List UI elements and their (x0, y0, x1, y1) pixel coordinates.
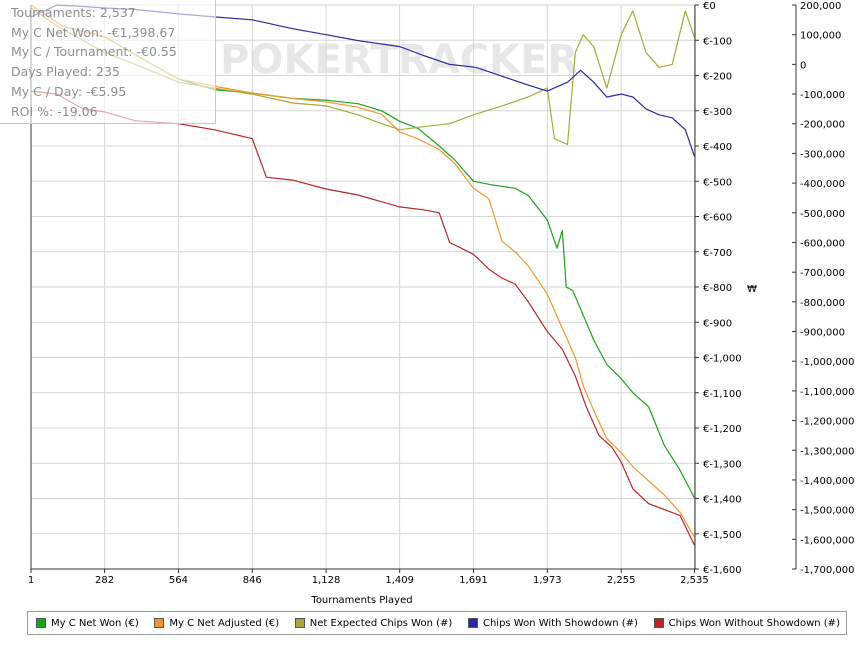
x-tick-label: 1,128 (312, 575, 341, 586)
stat-net-won: My C Net Won: -€1,398.67 (11, 24, 176, 40)
stats-panel: Tournaments: 2,537 My C Net Won: -€1,398… (0, 0, 216, 124)
y-right-tick-label: -1,600,000 (800, 535, 855, 546)
series-layer (30, 4, 696, 546)
stat-roi: ROI %: -19.06 (11, 103, 98, 119)
series-line-1 (30, 4, 696, 538)
y-left-tick-label: €-600 (703, 213, 732, 224)
x-tick-label: 1,691 (459, 575, 488, 586)
chart-axes (30, 4, 797, 573)
y-right-tick-label: -900,000 (800, 328, 845, 339)
watermark: POKERTRACKER (220, 37, 578, 83)
y-right-tick-label: -1,100,000 (800, 387, 855, 398)
y-left-tick-label: €-700 (703, 248, 732, 259)
legend-item-net-adjusted[interactable]: My C Net Adjusted (€) (154, 618, 279, 629)
legend-item-expected-chips[interactable]: Net Expected Chips Won (#) (294, 617, 453, 629)
y-left-tick-label: €-1,400 (703, 495, 742, 506)
y-left-tick-label: €-100 (703, 36, 732, 47)
y-right-tick-label: 200,000 (800, 1, 841, 12)
x-axis-label: Tournaments Played (310, 595, 412, 606)
x-tick-label: 1,409 (385, 575, 414, 586)
y-right-tick-label: -1,500,000 (800, 506, 855, 517)
legend-swatch (154, 618, 165, 628)
legend-item-net-won[interactable]: My C Net Won (€) (36, 618, 139, 629)
legend-label: Chips Won With Showdown (#) (482, 617, 638, 629)
x-tick-label: 2,535 (680, 575, 709, 586)
legend-label: My C Net Won (€) (51, 617, 139, 629)
y-right-tick-label: -200,000 (800, 120, 845, 131)
y-left-tick-label: €-900 (703, 318, 732, 329)
series-line-4 (30, 90, 696, 546)
legend-label: Chips Won Without Showdown (#) (668, 617, 840, 629)
y-right-tick-label: -800,000 (800, 298, 845, 309)
y-left-tick-label: €-500 (703, 177, 732, 188)
stat-per-tournament: My C / Tournament: -€0.55 (11, 44, 177, 60)
y-left-tick-label: €-1,600 (703, 565, 742, 576)
y-left-tick-label: €-1,500 (703, 530, 742, 541)
y-left-tick-label: €-800 (703, 283, 732, 294)
y-left-tick-label: €-1,100 (703, 389, 742, 400)
stat-days-played: Days Played: 235 (11, 64, 120, 80)
y-right-tick-label: -1,200,000 (800, 417, 855, 428)
y-left-tick-label: €-1,000 (703, 354, 742, 365)
y-right-tick-label: -600,000 (800, 238, 845, 249)
y-left-tick-label: €-300 (703, 107, 732, 118)
y-right-tick-label: -1,400,000 (800, 476, 855, 487)
legend-item-with-showdown[interactable]: Chips Won With Showdown (#) (467, 617, 638, 629)
stat-tournaments: Tournaments: 2,537 (11, 5, 136, 20)
x-tick-label: 846 (243, 575, 262, 586)
y-right-tick-label: -400,000 (800, 179, 845, 190)
chart-legend: My C Net Won (€) My C Net Adjusted (€) N… (27, 611, 847, 635)
y-left-tick-label: €-200 (703, 72, 732, 83)
y-left-tick-label: €-400 (703, 142, 732, 153)
x-tick-label: 282 (95, 575, 114, 586)
y-left-tick-label: €-1,300 (703, 459, 742, 470)
legend-swatch (36, 618, 46, 628)
y-axis-symbol: ₩ (747, 284, 757, 295)
y-right-tick-label: -300,000 (800, 149, 845, 160)
y-right-tick-label: 100,000 (800, 31, 841, 42)
legend-swatch (653, 618, 664, 628)
stat-per-day: My C / Day: -€5.95 (11, 83, 127, 99)
x-tick-label: 564 (169, 575, 188, 586)
x-tick-label: 1 (28, 575, 34, 586)
legend-swatch (294, 618, 305, 628)
y-right-tick-label: 0 (800, 60, 806, 71)
series-line-0 (30, 4, 696, 499)
legend-item-without-showdown[interactable]: Chips Won Without Showdown (#) (653, 617, 840, 629)
y-left-tick-label: €-1,200 (703, 424, 742, 435)
legend-label: My C Net Adjusted (€) (169, 617, 280, 629)
y-right-tick-label: -1,700,000 (800, 565, 855, 576)
y-right-tick-label: -1,300,000 (800, 446, 855, 457)
y-right-tick-label: -700,000 (800, 268, 845, 279)
y-left-tick-label: €0 (703, 1, 716, 12)
y-right-tick-label: -500,000 (800, 209, 845, 220)
y-right-tick-label: -100,000 (800, 90, 845, 101)
x-tick-label: 1,973 (533, 575, 562, 586)
x-tick-label: 2,255 (607, 575, 636, 586)
y-right-tick-label: -1,000,000 (800, 357, 855, 368)
legend-label: Net Expected Chips Won (#) (309, 617, 453, 629)
legend-swatch (467, 618, 478, 628)
chart-ticks: €0 €-100 €-200 €-300 €-400 €-500 €-600 €-700 €-8… (28, 1, 855, 586)
